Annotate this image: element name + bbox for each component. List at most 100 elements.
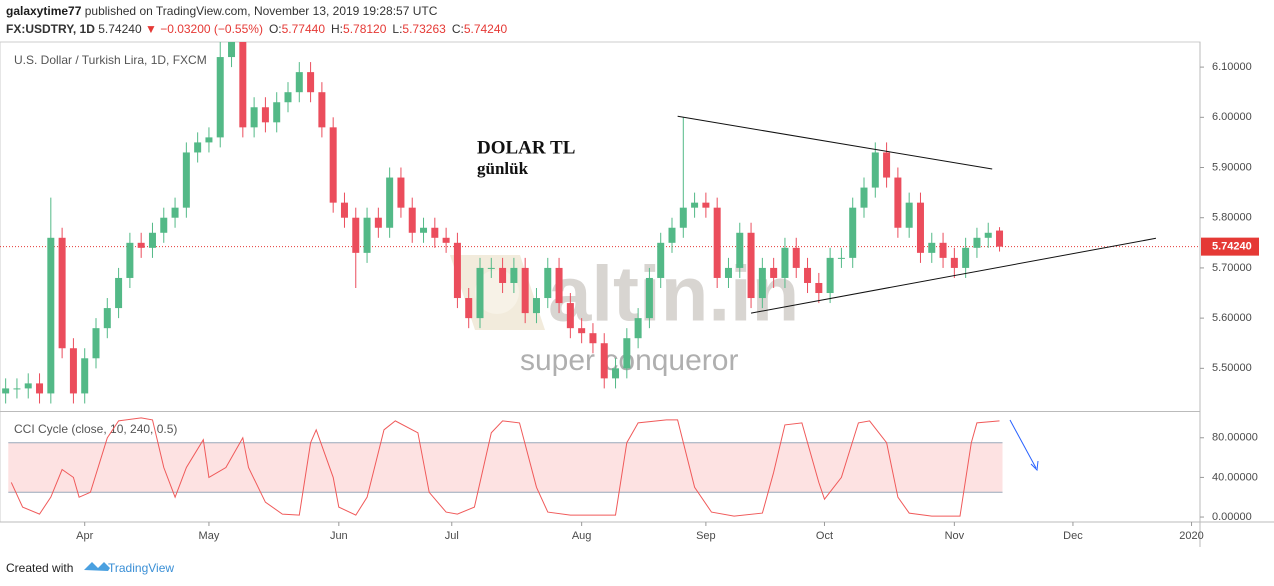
candle-body	[724, 267, 732, 278]
ohlc-value: 5.78120	[343, 22, 387, 36]
candle-body	[126, 242, 134, 278]
candle-body	[36, 383, 44, 394]
candle-body	[815, 282, 823, 294]
ohlc-value: 5.73263	[402, 22, 446, 36]
candle-body	[928, 242, 936, 253]
candle-body	[679, 207, 687, 228]
candle-body	[171, 207, 179, 218]
candle-body	[47, 237, 55, 394]
candle-body	[566, 303, 574, 329]
ohlc-key: O:	[269, 22, 282, 36]
ohlc-value: 5.77440	[282, 22, 326, 36]
y-tick-label: 5.90000	[1212, 161, 1252, 173]
x-tick-label: Nov	[945, 530, 965, 542]
candle-body	[329, 127, 337, 203]
last-price-label: 5.74240	[1212, 241, 1252, 253]
candle-body	[713, 207, 721, 278]
y2-tick-label: 40.00000	[1212, 471, 1258, 483]
y-tick-label: 5.60000	[1212, 312, 1252, 324]
candle-body	[781, 247, 789, 278]
annotation: DOLAR TL	[477, 137, 575, 158]
candle-body	[826, 257, 834, 294]
candle-body	[92, 328, 100, 359]
x-tick-label: Dec	[1063, 530, 1083, 542]
ohlc-value: 5.74240	[464, 22, 508, 36]
candle-body	[352, 217, 360, 253]
candle-body	[216, 57, 224, 138]
candle-body	[804, 267, 812, 283]
candle-body	[589, 333, 597, 344]
annotation: günlük	[477, 159, 529, 178]
candle-body	[499, 267, 507, 283]
candle-body	[984, 232, 992, 238]
candle-body	[612, 368, 620, 379]
ohlc-key: C:	[452, 22, 464, 36]
x-tick-label: Aug	[572, 530, 592, 542]
price-pane	[0, 42, 1200, 404]
candle-body	[442, 237, 450, 243]
candle-body	[103, 308, 111, 329]
candle-body	[81, 358, 89, 394]
candle-body	[894, 177, 902, 228]
candle-body	[374, 217, 382, 228]
watermark-logo	[475, 270, 519, 314]
y-tick-label: 6.00000	[1212, 111, 1252, 123]
candle-body	[657, 242, 665, 278]
y2-tick-label: 80.00000	[1212, 432, 1258, 444]
candle-body	[996, 230, 1004, 247]
x-tick-label: Jul	[445, 530, 459, 542]
candle-body	[668, 227, 676, 243]
candle-body	[194, 142, 202, 153]
candle-body	[600, 343, 608, 379]
candle-body	[623, 338, 631, 369]
candle-body	[645, 277, 653, 319]
candle-body	[465, 298, 473, 319]
candle-body	[2, 388, 10, 394]
cci-pane	[8, 417, 1003, 517]
candle-body	[962, 247, 970, 268]
last-price-tag	[1201, 237, 1259, 256]
footer-brand[interactable]: TradingView	[108, 561, 174, 575]
candle-body	[758, 267, 766, 299]
candle-body	[578, 328, 586, 334]
candle-body	[532, 298, 540, 314]
symbol: FX:USDTRY, 1D	[6, 22, 95, 36]
candle-body	[950, 257, 958, 268]
candle-body	[273, 102, 281, 123]
trendline	[750, 237, 1157, 314]
candle-body	[239, 42, 247, 128]
candle-body	[205, 137, 213, 143]
candle-body	[115, 277, 123, 309]
change: ▼ −0.03200 (−0.55%)	[145, 22, 263, 36]
cci-band	[8, 442, 1003, 493]
candle-body	[307, 72, 315, 93]
candle-body	[397, 177, 405, 208]
x-tick-label: Sep	[696, 530, 716, 542]
candle-body	[250, 107, 258, 128]
candle-body	[883, 152, 891, 178]
published: published on TradingView.com, November 1…	[85, 4, 438, 18]
candle-body	[555, 267, 563, 304]
x-tick-label: Oct	[816, 530, 833, 542]
candle-body	[792, 247, 800, 268]
last: 5.74240	[98, 22, 142, 36]
candle-body	[939, 242, 947, 258]
ohlc-key: H:	[331, 22, 343, 36]
x-tick-label: Jun	[330, 530, 348, 542]
y-tick-label: 5.50000	[1212, 362, 1252, 374]
y-tick-label: 5.80000	[1212, 212, 1252, 224]
x-tick-label: May	[199, 530, 220, 542]
author[interactable]: galaxytime77	[6, 4, 82, 18]
candle-body	[973, 237, 981, 248]
candle-body	[871, 152, 879, 188]
candle-body	[182, 152, 190, 208]
candle-body	[420, 227, 428, 233]
candle-body	[521, 267, 529, 314]
candle-body	[363, 217, 371, 253]
chart-title: U.S. Dollar / Turkish Lira, 1D, FXCM	[14, 53, 207, 67]
arrow	[1009, 419, 1037, 469]
candle-body	[487, 267, 495, 269]
y-tick-label: 5.70000	[1212, 262, 1252, 274]
candle-body	[702, 202, 710, 208]
candle-body	[453, 242, 461, 299]
